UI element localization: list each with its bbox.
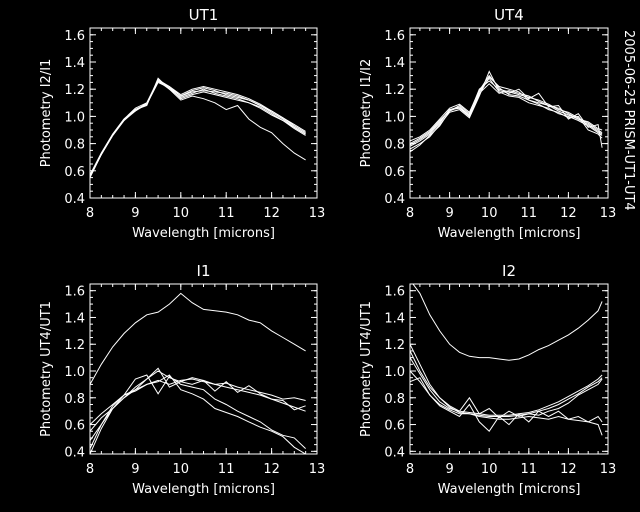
series-line-1 [412, 284, 603, 361]
x-tick-label: 10 [173, 462, 190, 477]
x-tick-label: 11 [218, 206, 235, 221]
x-tick-label: 12 [263, 206, 280, 221]
chart-title: I2 [502, 262, 516, 280]
y-tick-label: 1.2 [64, 338, 85, 353]
y-axis-label: Photometry I2/I1 [39, 59, 54, 168]
y-tick-label: 0.8 [384, 392, 405, 407]
x-tick-label: 9 [131, 206, 139, 221]
y-tick-label: 0.4 [64, 192, 85, 207]
x-tick-label: 13 [309, 462, 326, 477]
x-tick-label: 10 [173, 206, 190, 221]
chart-title: UT4 [494, 6, 524, 24]
y-tick-label: 0.8 [64, 392, 85, 407]
y-tick-label: 0.4 [384, 192, 405, 207]
series-line-6 [90, 374, 306, 454]
x-tick-label: 8 [86, 462, 94, 477]
y-tick-label: 1.4 [384, 56, 405, 71]
x-axis-label: Wavelength [microns] [438, 226, 581, 241]
y-tick-label: 0.6 [64, 165, 85, 180]
x-tick-label: 12 [560, 462, 577, 477]
series-line-5 [90, 374, 306, 449]
chart-1: UT1 8 9 10 11 12 13 0.4 0.6 0.8 1.0 1.2 1.4 1.6 Wavele… [39, 6, 325, 241]
y-tick-label: 1.0 [64, 365, 85, 380]
x-tick-label: 11 [521, 462, 538, 477]
x-tick-label: 9 [445, 206, 453, 221]
series-line-1 [410, 77, 603, 147]
y-axis-label: Photometry UT4/UT1 [359, 301, 374, 437]
y-tick-label: 1.0 [384, 110, 405, 125]
x-tick-label: 9 [131, 462, 139, 477]
y-axis-label: Photometry I1/I2 [359, 59, 374, 168]
series-line-4 [410, 357, 603, 419]
y-tick-label: 0.4 [64, 445, 85, 460]
series-line-5 [90, 78, 306, 176]
x-tick-label: 13 [600, 206, 617, 221]
x-tick-label: 13 [600, 462, 617, 477]
chart-2: UT4 8 9 10 11 12 13 0.4 0.6 0.8 1.0 1.2 1.4 1.6 Wavele… [359, 6, 616, 241]
side-label: 2005-06-25 PRISM-UT1-UT4 [621, 30, 636, 211]
series-line-5 [410, 377, 603, 432]
y-tick-label: 0.8 [384, 138, 405, 153]
x-axis-label: Wavelength [microns] [132, 482, 275, 497]
x-tick-label: 8 [86, 206, 94, 221]
y-tick-label: 1.4 [64, 311, 85, 326]
y-tick-label: 1.2 [384, 83, 405, 98]
x-tick-label: 10 [481, 462, 498, 477]
chart-4: I2 8 9 10 11 12 13 0.4 0.6 0.8 1.0 1.2 1.4 1.6 Wavelen… [359, 262, 616, 497]
y-tick-label: 0.6 [64, 419, 85, 434]
x-tick-label: 12 [263, 462, 280, 477]
y-tick-label: 1.2 [64, 83, 85, 98]
x-axis-label: Wavelength [microns] [438, 482, 581, 497]
series-line-6 [410, 76, 603, 146]
y-tick-label: 1.6 [64, 29, 85, 44]
x-axis-label: Wavelength [microns] [132, 226, 275, 241]
y-tick-label: 1.4 [64, 56, 85, 71]
x-tick-label: 8 [406, 462, 414, 477]
y-tick-label: 1.6 [384, 29, 405, 44]
y-tick-label: 0.8 [64, 138, 85, 153]
y-tick-label: 1.2 [384, 338, 405, 353]
x-tick-label: 8 [406, 206, 414, 221]
series-line-3 [410, 370, 603, 417]
series-line-6 [410, 343, 603, 436]
x-tick-label: 9 [445, 462, 453, 477]
y-tick-label: 1.4 [384, 311, 405, 326]
y-tick-label: 0.4 [384, 445, 405, 460]
chart-title: UT1 [189, 6, 219, 24]
x-tick-label: 11 [521, 206, 538, 221]
y-tick-label: 0.6 [384, 419, 405, 434]
y-tick-label: 1.0 [384, 365, 405, 380]
y-axis-label: Photometry UT4/UT1 [39, 301, 54, 437]
series-line-1 [90, 292, 306, 385]
x-tick-label: 12 [560, 206, 577, 221]
y-tick-label: 0.6 [384, 165, 405, 180]
x-tick-label: 10 [481, 206, 498, 221]
series-line-6 [90, 80, 306, 177]
chart-panels: UT1 8 9 10 11 12 13 0.4 0.6 0.8 1.0 1.2 1.4 1.6 Wavele… [39, 6, 616, 497]
y-tick-label: 1.6 [384, 285, 405, 300]
chart-3: I1 8 9 10 11 12 13 0.4 0.6 0.8 1.0 1.2 1.4 1.6 Wavelen… [39, 262, 325, 497]
y-tick-label: 1.6 [64, 285, 85, 300]
series-line-4 [90, 367, 306, 441]
y-tick-label: 1.0 [64, 110, 85, 125]
chart-title: I1 [197, 262, 211, 280]
x-tick-label: 13 [309, 206, 326, 221]
x-tick-label: 11 [218, 462, 235, 477]
